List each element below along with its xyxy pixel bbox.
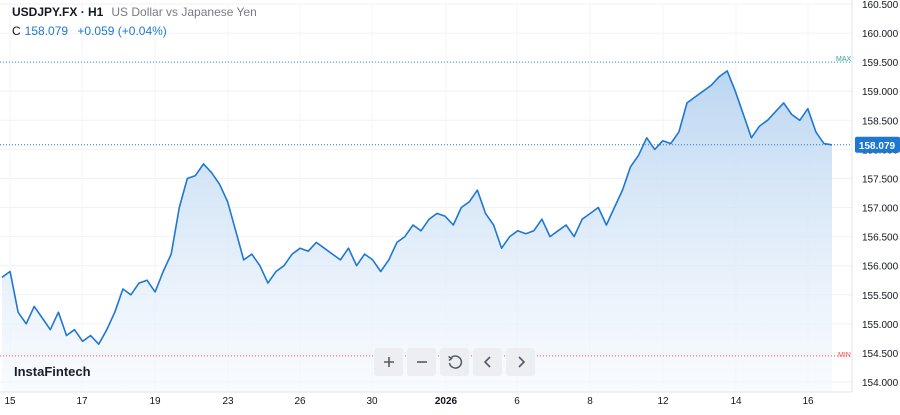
y-tick-label: 160.000 (862, 29, 899, 40)
x-tick-label: 19 (149, 396, 161, 407)
symbol-name[interactable]: USDJPY.FX · H1 (12, 5, 104, 19)
x-tick-label: 14 (730, 396, 742, 407)
close-value: 158.079 (24, 24, 69, 38)
current-price-tag: 158.079 (855, 136, 900, 153)
y-tick-label: 159.000 (862, 87, 899, 98)
brand-logo: InstaFintech (14, 364, 91, 379)
chevron-right-icon (517, 356, 525, 368)
y-tick-label: 158.500 (862, 116, 899, 127)
x-tick-label: 17 (76, 396, 88, 407)
price-tag-label: 158.079 (859, 141, 896, 152)
x-tick-label: 12 (657, 396, 669, 407)
x-tick-label: 16 (802, 396, 814, 407)
chevron-left-icon (483, 356, 491, 368)
x-tick-label: 30 (366, 396, 378, 407)
x-tick-label: 26 (294, 396, 306, 407)
x-tick-label: 15 (4, 396, 16, 407)
y-tick-label: 155.500 (862, 291, 899, 302)
area-fill (2, 70, 832, 393)
x-axis: 15 17 19 23 26 30 2026 6 8 12 14 16 (4, 396, 814, 407)
scroll-left-button[interactable] (473, 348, 502, 376)
price-line (1, 70, 833, 345)
y-axis: 154.000 154.500 155.000 155.500 156.000 156.5… (862, 0, 899, 389)
x-tick-label: 2026 (435, 396, 458, 407)
zoom-out-button[interactable] (407, 348, 436, 376)
zoom-in-button[interactable] (374, 348, 403, 376)
x-tick-label: 6 (514, 396, 520, 407)
area-shape (2, 70, 832, 393)
reset-button[interactable] (440, 348, 469, 376)
price-tag-bg (855, 136, 900, 153)
plus-icon (383, 357, 394, 367)
change-value: +0.059 (+0.04%) (77, 24, 167, 38)
y-tick-label: 157.500 (862, 174, 899, 185)
y-tick-label: 160.500 (862, 0, 899, 11)
chart-nav-toolbar (374, 348, 535, 376)
minus-icon (416, 361, 427, 363)
x-tick-label: 23 (222, 396, 234, 407)
y-tick-label: 154.500 (862, 349, 899, 360)
ohlc-readout: C 158.079 +0.059 (+0.04%) (12, 24, 167, 38)
series-line (1, 70, 833, 345)
close-label: C (12, 24, 21, 38)
y-tick-label: 157.000 (862, 204, 899, 215)
max-label: MAX (836, 56, 852, 63)
x-tick-label: 8 (587, 396, 593, 407)
y-tick-label: 156.000 (862, 262, 899, 273)
symbol-header: USDJPY.FX · H1 US Dollar vs Japanese Yen (12, 5, 257, 19)
scroll-right-button[interactable] (506, 348, 535, 376)
y-tick-label: 155.000 (862, 320, 899, 331)
y-tick-label: 154.000 (862, 378, 899, 389)
y-tick-label: 156.500 (862, 233, 899, 244)
reset-icon (447, 355, 462, 369)
y-tick-label: 159.500 (862, 58, 899, 69)
symbol-description: US Dollar vs Japanese Yen (111, 5, 257, 19)
min-label: MIN (838, 352, 851, 359)
